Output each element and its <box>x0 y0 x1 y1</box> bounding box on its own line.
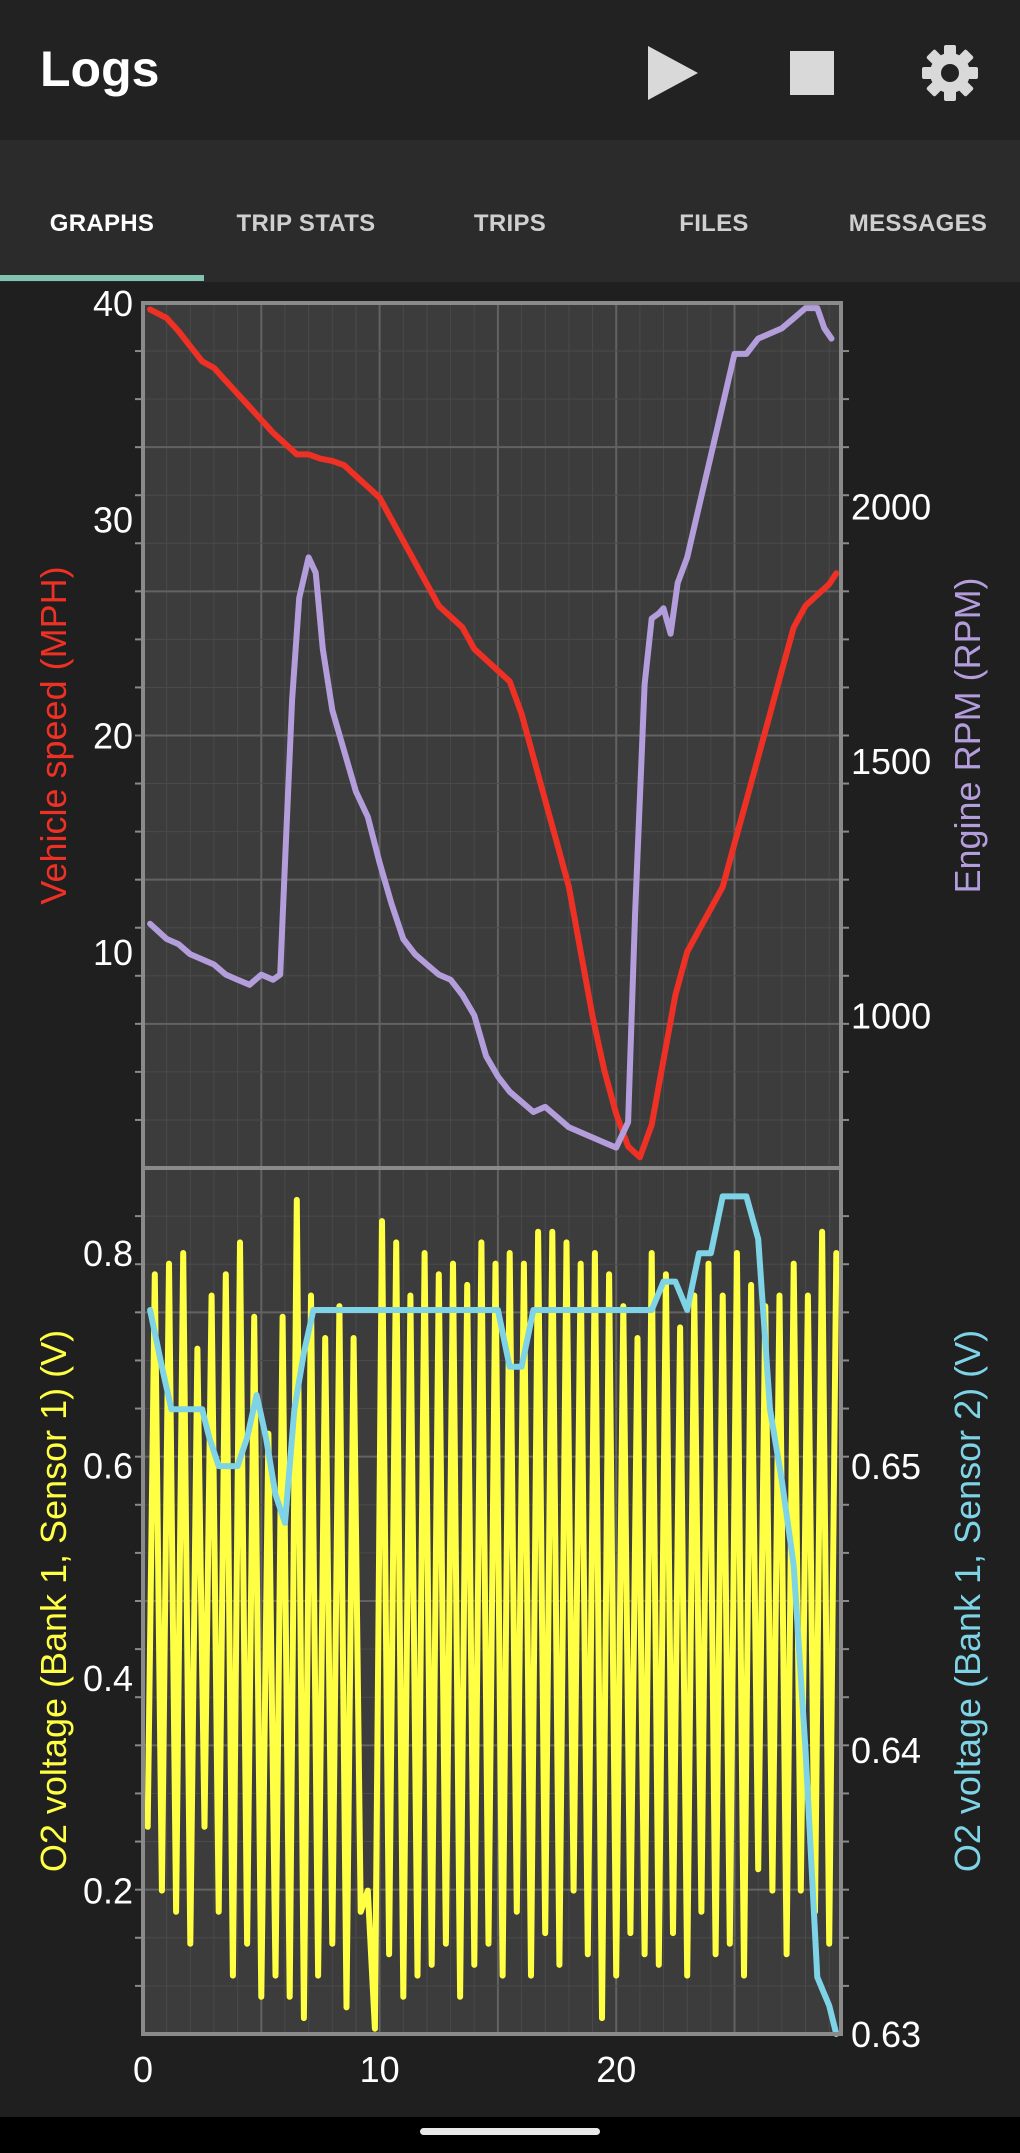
graphs-canvas[interactable]: 10 20 30 40 1000 1500 2000 Vehicle speed (MPH) E… <box>0 282 1020 2117</box>
graphs-panel: 10 20 30 40 1000 1500 2000 Vehicle speed (MPH) E… <box>0 282 1020 2117</box>
page-title: Logs <box>40 41 160 97</box>
y-left-axis-title: O2 voltage (Bank 1, Sensor 1) (V) <box>33 1330 74 1872</box>
home-gesture-handle[interactable] <box>420 2128 600 2135</box>
tab-files[interactable]: FILES <box>679 210 749 237</box>
tab-bar: GRAPHS TRIP STATS TRIPS FILES MESSAGES <box>0 140 1020 282</box>
y-left-tick-label: 0.6 <box>83 1446 133 1487</box>
tab-trip-stats[interactable]: TRIP STATS <box>236 210 376 237</box>
plot-frame-2 <box>141 1166 843 2036</box>
y-left-tick-label: 30 <box>93 499 133 540</box>
y-right-tick-label: 2000 <box>851 487 931 528</box>
series-line-o2_s2 <box>147 1193 840 2037</box>
x-tick-label: 10 <box>360 2049 400 2090</box>
x-tick-label: 20 <box>596 2049 636 2090</box>
y-left-tick-label: 0.2 <box>83 1871 133 1912</box>
y-left-tick-label: 40 <box>93 283 133 324</box>
y-left-tick-label: 10 <box>93 932 133 973</box>
x-tick-label: 0 <box>133 2049 153 2090</box>
gear-icon[interactable] <box>915 38 985 108</box>
y-right-axis-title: O2 voltage (Bank 1, Sensor 2) (V) <box>947 1330 988 1872</box>
y-left-axis-title: Vehicle speed (MPH) <box>33 566 74 904</box>
y-right-tick-label: 0.64 <box>851 1730 921 1771</box>
tab-indicator <box>0 275 204 281</box>
y-right-tick-label: 1500 <box>851 741 931 782</box>
y-left-tick-label: 0.4 <box>83 1658 133 1699</box>
system-nav-bar <box>0 2117 1020 2153</box>
tab-trips[interactable]: TRIPS <box>473 210 547 237</box>
stop-icon[interactable] <box>777 38 847 108</box>
tab-messages[interactable]: MESSAGES <box>848 210 988 237</box>
y-left-tick-label: 20 <box>93 716 133 757</box>
series-line-rpm <box>147 305 835 1151</box>
y-right-tick-label: 0.63 <box>851 2014 921 2055</box>
series-line-o2_s1 <box>144 1196 840 2032</box>
tab-graphs[interactable]: GRAPHS <box>49 210 155 237</box>
play-icon[interactable] <box>636 38 706 108</box>
y-right-axis-title: Engine RPM (RPM) <box>947 577 988 893</box>
app-bar: Logs <box>0 0 1020 140</box>
series-line-speed <box>147 306 840 1161</box>
y-left-tick-label: 0.8 <box>83 1233 133 1274</box>
y-right-tick-label: 1000 <box>851 995 931 1036</box>
y-right-tick-label: 0.65 <box>851 1446 921 1487</box>
